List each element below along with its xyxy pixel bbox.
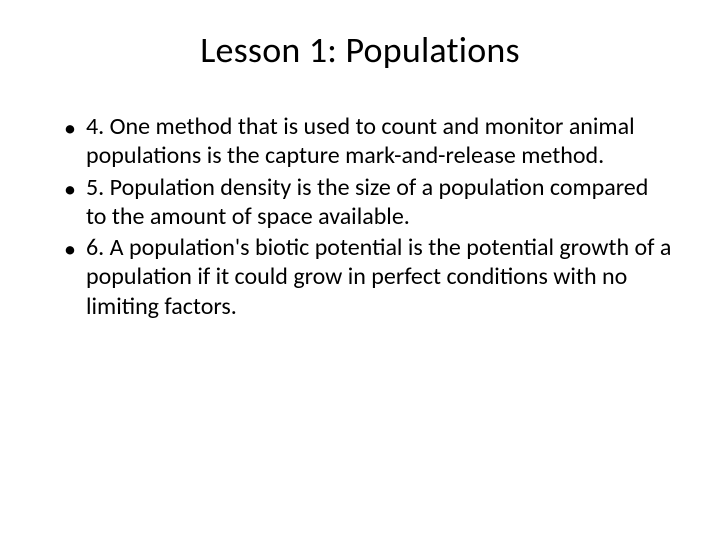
bullet-marker-icon: • (64, 173, 86, 232)
bullet-text: 4. One method that is used to count and … (86, 112, 672, 171)
list-item: • 6. A population's biotic potential is … (64, 233, 672, 321)
list-item: • 4. One method that is used to count an… (64, 112, 672, 171)
slide: Lesson 1: Populations • 4. One method th… (0, 0, 720, 540)
bullet-text: 6. A population's biotic potential is th… (86, 233, 672, 321)
bullet-marker-icon: • (64, 112, 86, 171)
bullet-text: 5. Population density is the size of a p… (86, 173, 672, 232)
bullet-marker-icon: • (64, 233, 86, 321)
slide-title: Lesson 1: Populations (48, 28, 672, 72)
list-item: • 5. Population density is the size of a… (64, 173, 672, 232)
slide-body: • 4. One method that is used to count an… (48, 112, 672, 323)
